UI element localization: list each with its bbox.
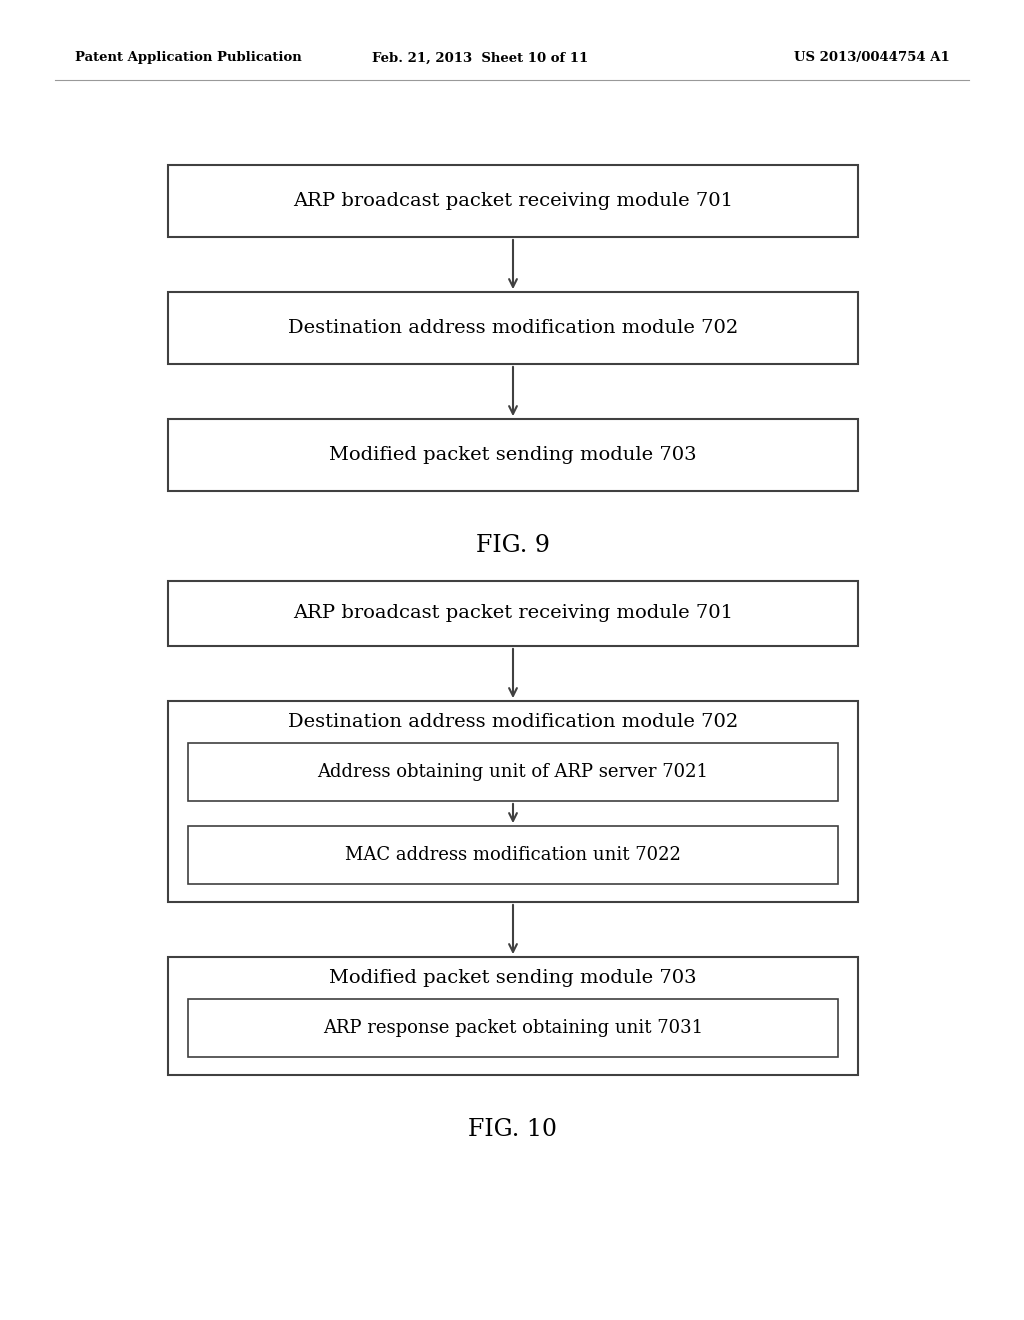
- Bar: [168, 292, 858, 364]
- Text: Modified packet sending module 703: Modified packet sending module 703: [329, 446, 696, 465]
- Text: Destination address modification module 702: Destination address modification module …: [288, 713, 738, 731]
- Text: Feb. 21, 2013  Sheet 10 of 11: Feb. 21, 2013 Sheet 10 of 11: [372, 51, 588, 65]
- Bar: [188, 826, 838, 884]
- Bar: [168, 701, 858, 902]
- Text: US 2013/0044754 A1: US 2013/0044754 A1: [795, 51, 950, 65]
- Bar: [168, 418, 858, 491]
- Text: FIG. 10: FIG. 10: [469, 1118, 557, 1142]
- Bar: [168, 581, 858, 645]
- Text: ARP broadcast packet receiving module 701: ARP broadcast packet receiving module 70…: [293, 605, 733, 623]
- Text: Address obtaining unit of ARP server 7021: Address obtaining unit of ARP server 702…: [317, 763, 709, 781]
- Bar: [168, 957, 858, 1074]
- Text: FIG. 9: FIG. 9: [476, 535, 550, 557]
- Text: MAC address modification unit 7022: MAC address modification unit 7022: [345, 846, 681, 865]
- Bar: [188, 999, 838, 1057]
- Text: Destination address modification module 702: Destination address modification module …: [288, 319, 738, 337]
- Text: ARP broadcast packet receiving module 701: ARP broadcast packet receiving module 70…: [293, 191, 733, 210]
- Text: ARP response packet obtaining unit 7031: ARP response packet obtaining unit 7031: [323, 1019, 703, 1038]
- Bar: [168, 165, 858, 238]
- Bar: [188, 743, 838, 801]
- Text: Patent Application Publication: Patent Application Publication: [75, 51, 302, 65]
- Text: Modified packet sending module 703: Modified packet sending module 703: [329, 969, 696, 987]
